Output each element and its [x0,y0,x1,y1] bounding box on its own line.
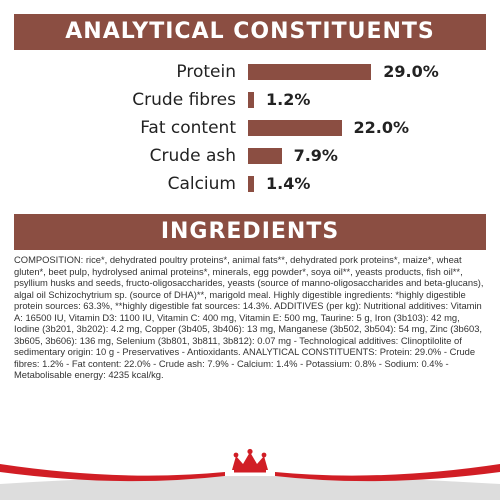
ingredients-heading: INGREDIENTS [14,214,486,250]
constituent-value: 29.0% [383,62,439,81]
constituent-row-fat-content: Fat content 22.0% [0,116,500,140]
constituent-bar [248,148,282,164]
constituent-row-protein: Protein 29.0% [0,60,500,84]
constituent-label: Crude fibres [132,90,236,110]
constituent-row-crude-fibres: Crude fibres 1.2% [0,88,500,112]
ingredients-composition-text: COMPOSITION: rice*, dehydrated poultry p… [14,254,484,380]
footer-red-swoosh-left [0,464,225,482]
constituent-row-calcium: Calcium 1.4% [0,172,500,196]
footer-red-swoosh-right [275,464,500,482]
constituent-value: 1.2% [266,90,311,109]
constituent-row-crude-ash: Crude ash 7.9% [0,144,500,168]
constituent-bar [248,92,254,108]
footer-swoosh [0,464,500,500]
constituent-label: Calcium [167,174,236,194]
analytical-constituents-heading: ANALYTICAL CONSTITUENTS [14,14,486,50]
constituent-bar [248,176,254,192]
constituent-bar [248,64,372,80]
constituent-label: Fat content [140,118,236,138]
constituent-label: Protein [176,62,236,82]
constituent-value: 22.0% [353,118,410,137]
constituent-bar [248,120,342,136]
constituent-value: 7.9% [293,146,338,165]
royal-canin-crown-logo-icon [232,448,268,473]
constituent-value: 1.4% [266,174,311,193]
constituent-label: Crude ash [149,146,236,166]
footer-gray-band [0,476,500,500]
